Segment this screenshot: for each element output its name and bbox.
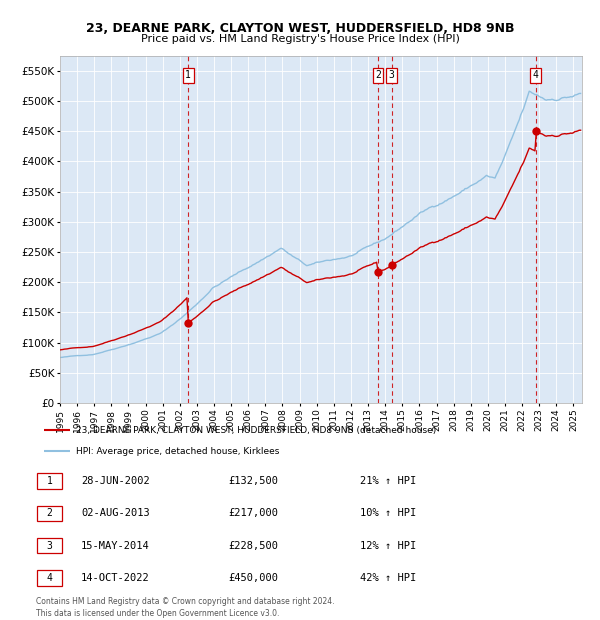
Text: 12% ↑ HPI: 12% ↑ HPI: [360, 541, 416, 551]
Text: 2: 2: [47, 508, 52, 518]
Text: 21% ↑ HPI: 21% ↑ HPI: [360, 476, 416, 486]
Text: £450,000: £450,000: [228, 573, 278, 583]
Text: 23, DEARNE PARK, CLAYTON WEST, HUDDERSFIELD, HD8 9NB: 23, DEARNE PARK, CLAYTON WEST, HUDDERSFI…: [86, 22, 514, 35]
Text: £228,500: £228,500: [228, 541, 278, 551]
Text: 4: 4: [47, 573, 52, 583]
Text: Price paid vs. HM Land Registry's House Price Index (HPI): Price paid vs. HM Land Registry's House …: [140, 34, 460, 44]
Text: 14-OCT-2022: 14-OCT-2022: [81, 573, 150, 583]
Text: 1: 1: [47, 476, 52, 486]
Text: 4: 4: [533, 70, 539, 80]
Text: £217,000: £217,000: [228, 508, 278, 518]
Text: 02-AUG-2013: 02-AUG-2013: [81, 508, 150, 518]
Text: HPI: Average price, detached house, Kirklees: HPI: Average price, detached house, Kirk…: [76, 447, 279, 456]
Text: 28-JUN-2002: 28-JUN-2002: [81, 476, 150, 486]
Text: 3: 3: [47, 541, 52, 551]
Text: 2: 2: [375, 70, 381, 80]
Text: 3: 3: [389, 70, 394, 80]
Text: 10% ↑ HPI: 10% ↑ HPI: [360, 508, 416, 518]
Text: £132,500: £132,500: [228, 476, 278, 486]
Text: 42% ↑ HPI: 42% ↑ HPI: [360, 573, 416, 583]
Text: Contains HM Land Registry data © Crown copyright and database right 2024.
This d: Contains HM Land Registry data © Crown c…: [36, 597, 335, 618]
Text: 23, DEARNE PARK, CLAYTON WEST, HUDDERSFIELD, HD8 9NB (detached house): 23, DEARNE PARK, CLAYTON WEST, HUDDERSFI…: [76, 426, 436, 435]
Text: 1: 1: [185, 70, 191, 80]
Text: 15-MAY-2014: 15-MAY-2014: [81, 541, 150, 551]
